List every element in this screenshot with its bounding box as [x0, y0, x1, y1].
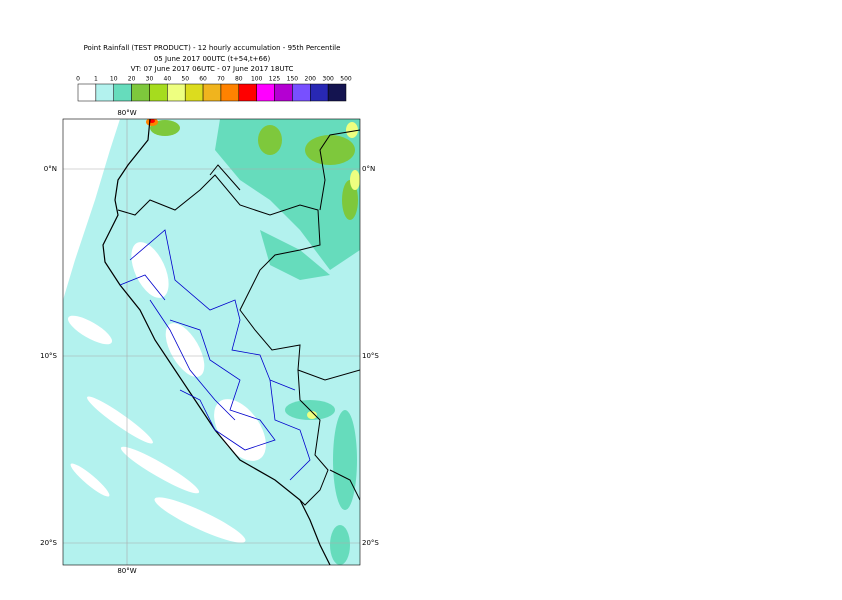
legend-swatch	[238, 83, 257, 102]
legend-swatch	[202, 83, 222, 102]
legend-label: 500	[340, 76, 352, 83]
legend-label: 70	[217, 76, 225, 83]
legend-swatch	[310, 83, 329, 102]
legend-label: 0	[76, 76, 80, 83]
title: Point Rainfall (TEST PRODUCT) - 12 hourl…	[84, 44, 341, 52]
lat-label: 20°S	[40, 539, 57, 547]
legend-swatch	[95, 83, 114, 102]
legend-swatch	[220, 83, 240, 102]
legend-swatch	[327, 83, 347, 102]
lat-label: 0°N	[362, 165, 375, 173]
lat-label: 0°N	[44, 165, 57, 173]
legend-swatch	[167, 83, 186, 102]
legend-label: 60	[199, 76, 207, 83]
legend-label: 20	[128, 76, 136, 83]
valid-time: VT: 07 June 2017 06UTC - 07 June 2017 18…	[131, 65, 294, 73]
lat-label: 10°S	[40, 352, 57, 360]
lat-label: 20°S	[362, 539, 379, 547]
base-time: 05 June 2017 00UTC (t+54,t+66)	[154, 55, 271, 63]
legend-swatch	[274, 83, 293, 102]
legend-label: 100	[251, 76, 263, 83]
legend-swatch	[292, 83, 311, 102]
legend-swatch	[256, 83, 275, 102]
lat-label: 10°S	[362, 352, 379, 360]
legend-label: 10	[110, 76, 118, 83]
lon-label: 80°W	[117, 109, 136, 117]
legend-swatch	[149, 83, 168, 102]
legend-label: 125	[269, 76, 281, 83]
map	[63, 119, 360, 565]
legend-label: 200	[305, 76, 317, 83]
legend-label: 50	[181, 76, 189, 83]
lon-label: 80°W	[117, 567, 136, 575]
legend-swatch	[131, 83, 150, 102]
legend-label: 300	[322, 76, 334, 83]
legend-label: 80	[235, 76, 243, 83]
legend-label: 30	[146, 76, 154, 83]
legend-label: 40	[164, 76, 172, 83]
legend-swatch	[77, 83, 97, 102]
legend-label: 150	[287, 76, 299, 83]
legend-swatch	[113, 83, 132, 102]
legend-swatch	[184, 83, 204, 102]
legend-label: 1	[94, 76, 98, 83]
